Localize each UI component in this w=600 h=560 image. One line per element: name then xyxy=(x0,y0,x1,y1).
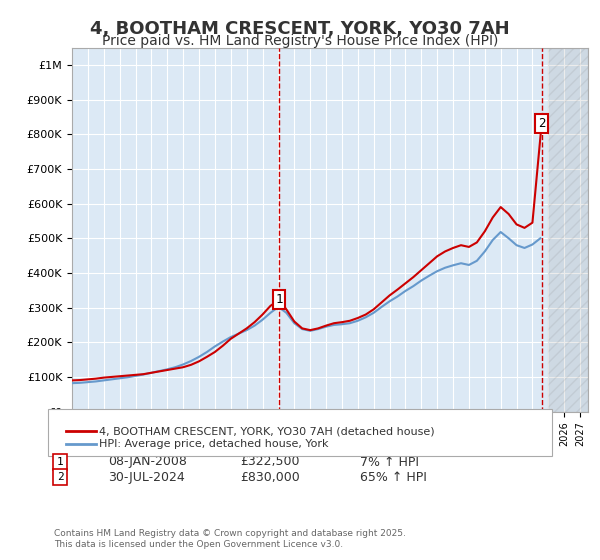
Text: 4, BOOTHAM CRESCENT, YORK, YO30 7AH: 4, BOOTHAM CRESCENT, YORK, YO30 7AH xyxy=(90,20,510,38)
Text: 1: 1 xyxy=(56,457,64,467)
Text: 7% ↑ HPI: 7% ↑ HPI xyxy=(360,455,419,469)
Text: Contains HM Land Registry data © Crown copyright and database right 2025.
This d: Contains HM Land Registry data © Crown c… xyxy=(54,529,406,549)
Text: HPI: Average price, detached house, York: HPI: Average price, detached house, York xyxy=(99,439,329,449)
Text: Price paid vs. HM Land Registry's House Price Index (HPI): Price paid vs. HM Land Registry's House … xyxy=(102,34,498,48)
Bar xyxy=(548,48,588,412)
Bar xyxy=(535,114,548,133)
Text: £830,000: £830,000 xyxy=(240,470,300,484)
Text: 2: 2 xyxy=(538,118,545,130)
Bar xyxy=(272,290,286,309)
Text: £322,500: £322,500 xyxy=(240,455,299,469)
Text: 65% ↑ HPI: 65% ↑ HPI xyxy=(360,470,427,484)
Text: 1: 1 xyxy=(275,293,283,306)
Text: 30-JUL-2024: 30-JUL-2024 xyxy=(108,470,185,484)
Text: 4, BOOTHAM CRESCENT, YORK, YO30 7AH (detached house): 4, BOOTHAM CRESCENT, YORK, YO30 7AH (det… xyxy=(99,426,434,436)
Text: 08-JAN-2008: 08-JAN-2008 xyxy=(108,455,187,469)
Text: 2: 2 xyxy=(56,472,64,482)
